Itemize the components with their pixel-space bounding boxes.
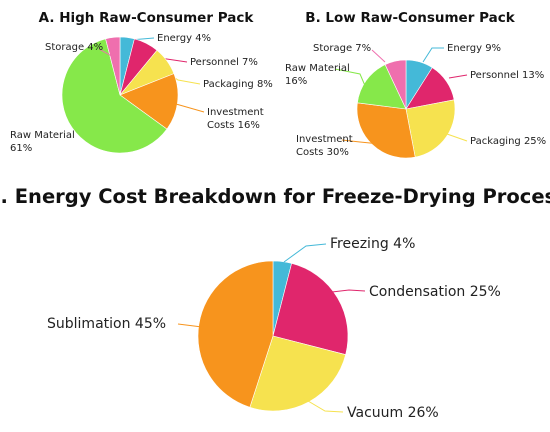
slice-label-energy: Energy 4% <box>157 33 211 44</box>
leader-line-investment-costs <box>341 139 381 145</box>
pie-slice-investment-costs <box>119 73 179 130</box>
slice-label-investment-costs: Investment Costs 30% <box>296 134 353 158</box>
slice-label-freezing: Freezing 4% <box>330 236 415 252</box>
slice-label-vacuum: Vacuum 26% <box>347 405 439 421</box>
leader-line-storage <box>98 48 118 60</box>
leader-line-vacuum <box>302 397 344 413</box>
slice-label-investment-costs: Investment Costs 16% <box>207 107 264 131</box>
pie-chart-a: Energy 4% Personnel 7% Packaging 8% Investm… <box>10 33 273 154</box>
pie-slice-sublimation <box>197 260 274 408</box>
pie-slice-investment-costs <box>356 102 416 159</box>
leader-line-packaging <box>446 133 468 142</box>
slice-label-raw-material: Raw Material 16% <box>285 63 350 87</box>
slice-label-packaging: Packaging 25% <box>470 136 546 147</box>
pie-slice-raw-material <box>357 64 407 110</box>
pie-slice-condensation <box>272 262 349 356</box>
pie-a-title: A. High Raw-Consumer Pack <box>39 10 255 26</box>
pie-chart-c: Freezing 4% Condensation 25% Vacuum 26% Sub… <box>47 236 501 421</box>
leader-line-personnel <box>448 74 468 79</box>
pie-chart-b: Energy 9% Personnel 13% Packaging 25% Inves… <box>285 43 546 159</box>
pie-slice-storage <box>384 59 407 110</box>
slice-label-packaging: Packaging 8% <box>203 79 273 90</box>
leader-line-freezing <box>283 243 327 263</box>
leader-line-energy <box>422 47 444 63</box>
leader-line-packaging <box>161 68 201 85</box>
slice-label-personnel: Personnel 7% <box>190 57 258 68</box>
slice-label-storage: Storage 7% <box>313 43 371 54</box>
leader-line-sublimation <box>177 323 203 328</box>
slice-label-personnel: Personnel 13% <box>470 70 544 81</box>
slice-label-raw-material: Raw Material 61% <box>10 130 75 154</box>
leader-line-storage <box>371 49 386 63</box>
pie-b-title: B. Low Raw-Consumer Pack <box>305 10 515 26</box>
leader-line-condensation <box>331 289 366 293</box>
pie-slice-raw-material <box>61 38 168 154</box>
leader-line-investment-costs <box>175 103 205 113</box>
slice-label-sublimation: Sublimation 45% <box>47 316 166 332</box>
leader-line-raw-material <box>334 68 367 89</box>
pie-slice-packaging <box>405 99 456 158</box>
slice-label-storage: Storage 4% <box>45 42 103 53</box>
pie-slice-storage <box>105 36 121 96</box>
slice-label-energy: Energy 9% <box>447 43 501 54</box>
slice-label-condensation: Condensation 25% <box>369 284 501 300</box>
pie-c-title: C. Energy Cost Breakdown for Freeze-Dryi… <box>0 185 550 208</box>
